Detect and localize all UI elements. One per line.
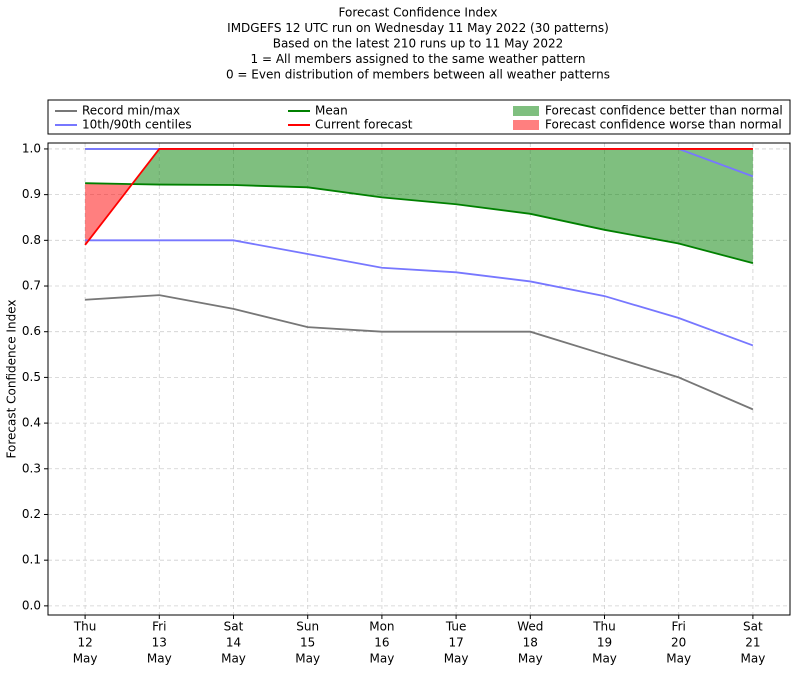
x-tick-label: Thu <box>73 620 97 634</box>
legend-swatch <box>513 106 539 116</box>
x-tick-label: Sat <box>224 620 244 634</box>
legend-label: 10th/90th centiles <box>82 118 192 132</box>
x-tick-label: May <box>221 652 246 666</box>
x-tick-label: Sat <box>743 620 763 634</box>
series-line <box>85 182 754 265</box>
x-tick-label: May <box>73 652 98 666</box>
x-tick-label: 12 <box>77 636 92 650</box>
x-tick-label: Fri <box>672 620 686 634</box>
y-tick-label: 0.9 <box>22 187 41 201</box>
confidence-fill <box>159 148 234 186</box>
x-tick-label: May <box>369 652 394 666</box>
x-tick-label: 18 <box>523 636 538 650</box>
x-tick-label: May <box>518 652 543 666</box>
y-tick-label: 0.3 <box>22 461 41 475</box>
chart-title: 0 = Even distribution of members between… <box>226 68 610 82</box>
y-tick-label: 0.5 <box>22 370 41 384</box>
chart-title: Forecast Confidence Index <box>339 6 498 20</box>
x-tick-label: 19 <box>597 636 612 650</box>
legend-label: Forecast confidence worse than normal <box>545 118 782 132</box>
confidence-fill <box>678 148 753 264</box>
series-line <box>85 239 754 347</box>
x-tick-label: May <box>295 652 320 666</box>
x-tick-label: 14 <box>226 636 241 650</box>
confidence-fill <box>381 148 457 205</box>
x-tick-label: May <box>666 652 691 666</box>
x-tick-label: Tue <box>445 620 467 634</box>
x-tick-label: 15 <box>300 636 315 650</box>
chart-title: Based on the latest 210 runs up to 11 Ma… <box>273 37 564 51</box>
chart-title: 1 = All members assigned to the same wea… <box>251 52 586 66</box>
series-line <box>84 148 753 246</box>
x-tick-label: May <box>444 652 469 666</box>
series-line <box>85 294 754 411</box>
x-tick-label: 17 <box>448 636 463 650</box>
x-tick-label: May <box>147 652 172 666</box>
confidence-fill <box>604 148 679 244</box>
x-tick-label: Wed <box>517 620 543 634</box>
y-tick-label: 0.4 <box>22 416 41 430</box>
x-tick-label: 21 <box>745 636 760 650</box>
plot-frame <box>47 142 791 616</box>
legend-box <box>47 99 791 135</box>
x-tick-label: Thu <box>592 620 616 634</box>
x-tick-label: 13 <box>152 636 167 650</box>
legend-label: Record min/max <box>82 104 180 118</box>
legend-swatch <box>513 120 539 130</box>
x-tick-label: Sun <box>296 620 319 634</box>
y-tick-label: 0.6 <box>22 324 41 338</box>
chart-title: IMDGEFS 12 UTC run on Wednesday 11 May 2… <box>227 21 609 35</box>
legend-label: Mean <box>315 104 348 118</box>
y-tick-label: 0.0 <box>22 598 41 612</box>
confidence-fill <box>233 148 308 188</box>
y-tick-label: 0.7 <box>22 279 41 293</box>
x-tick-label: Mon <box>369 620 394 634</box>
x-tick-label: 20 <box>671 636 686 650</box>
x-tick-label: Fri <box>152 620 166 634</box>
legend-label: Forecast confidence better than normal <box>545 104 783 118</box>
x-tick-label: May <box>740 652 765 666</box>
confidence-fill <box>307 148 382 198</box>
y-tick-label: 0.1 <box>22 553 41 567</box>
confidence-fill <box>530 148 605 230</box>
x-tick-label: May <box>592 652 617 666</box>
legend-label: Current forecast <box>315 118 413 132</box>
y-tick-label: 0.2 <box>22 507 41 521</box>
y-tick-label: 1.0 <box>22 141 41 155</box>
y-axis-label: Forecast Confidence Index <box>5 300 19 459</box>
y-tick-label: 0.8 <box>22 233 41 247</box>
x-tick-label: 16 <box>374 636 389 650</box>
confidence-fill <box>456 148 531 214</box>
